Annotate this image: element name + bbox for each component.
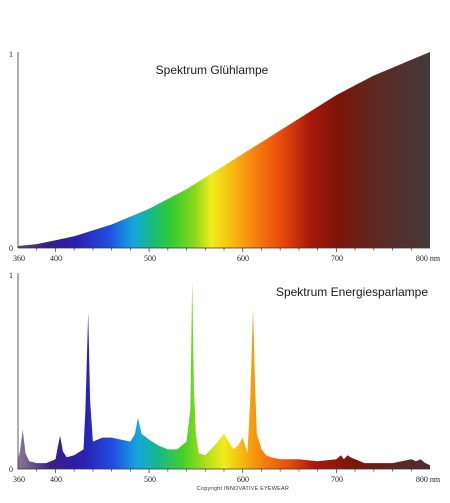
chart-title-incandescent: Spektrum Glühlampe xyxy=(156,63,269,77)
x-ticks-cfl xyxy=(36,469,412,473)
y-tick-label-1: 1 xyxy=(9,50,13,59)
x-tick-label-700: 700 xyxy=(331,475,343,484)
x-tick-label-600: 600 xyxy=(237,254,249,263)
y-tick-label-0: 0 xyxy=(9,465,13,474)
x-tick-label-800: 800 nm xyxy=(416,475,441,484)
x-tick-label-800: 800 nm xyxy=(416,254,441,263)
y-tick-label-1: 1 xyxy=(9,271,13,280)
x-tick-label-500: 500 xyxy=(144,254,156,263)
x-tick-label-360: 360 xyxy=(13,254,25,263)
x-tick-label-500: 500 xyxy=(144,475,156,484)
x-tick-label-400: 400 xyxy=(50,254,62,263)
copyright-credit: Copyright INNOVATIVE EYEWEAR xyxy=(197,486,289,492)
x-tick-label-600: 600 xyxy=(237,475,249,484)
spectrum-area-incandescent xyxy=(18,52,430,248)
x-tick-label-360: 360 xyxy=(13,475,25,484)
x-tick-label-400: 400 xyxy=(50,475,62,484)
spectrum-area-cfl xyxy=(18,280,430,469)
chart-incandescent: 1 0 360 400 500 600 700 800 nm Spektrum … xyxy=(9,50,441,263)
chart-cfl: 1 0 360 400 500 600 700 800 nm Spektrum … xyxy=(9,271,441,484)
x-ticks-incandescent xyxy=(36,248,412,252)
x-tick-label-700: 700 xyxy=(331,254,343,263)
y-tick-label-0: 0 xyxy=(9,244,13,253)
chart-title-cfl: Spektrum Energiesparlampe xyxy=(276,285,428,299)
